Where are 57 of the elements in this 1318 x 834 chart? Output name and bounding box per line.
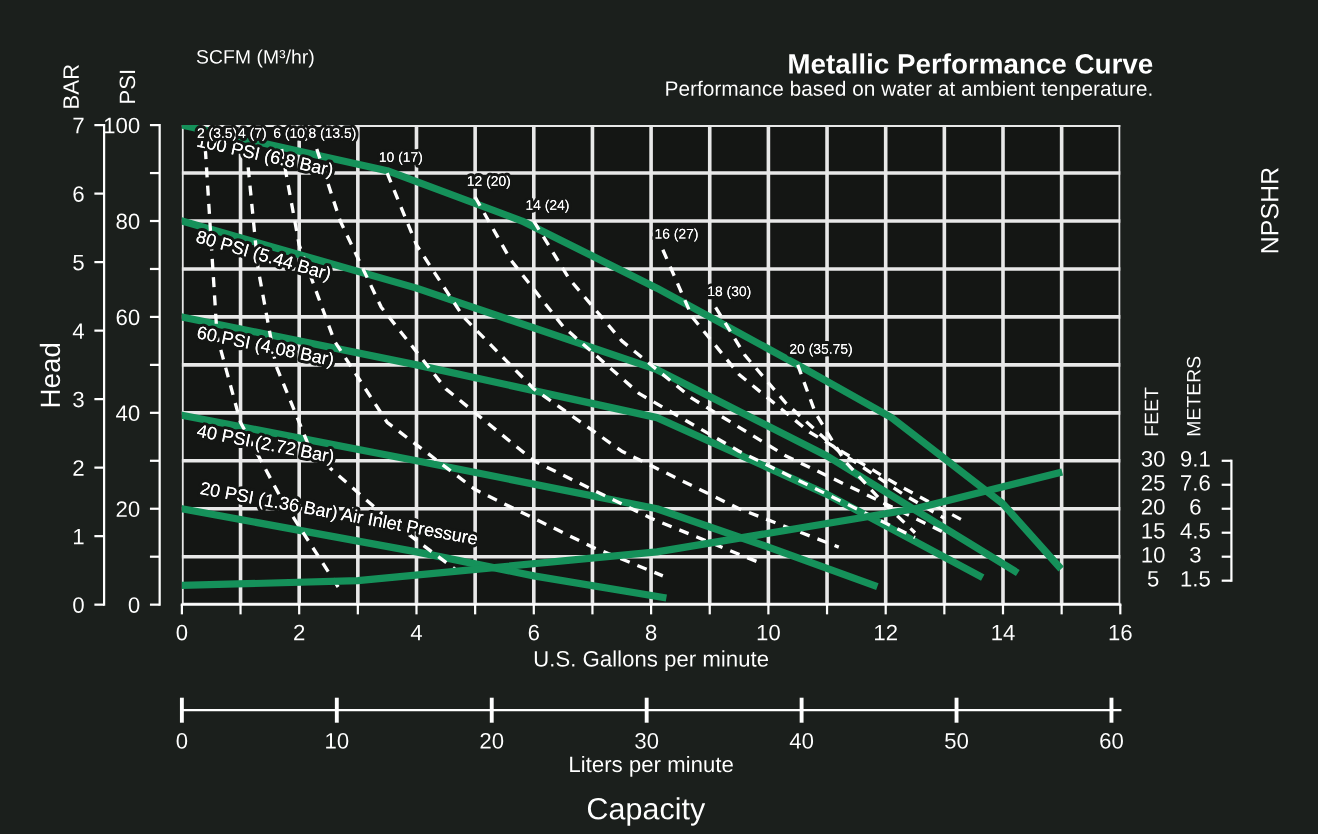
- x-tick-label: 16: [1109, 624, 1132, 641]
- x-tick-label: 6: [528, 624, 539, 641]
- x-tick-label: 0: [176, 624, 188, 641]
- x2-axis-title: Liters per minute: [570, 755, 733, 777]
- x-tick-label: 12: [875, 624, 897, 641]
- y3-tick-label: 15: [1142, 523, 1165, 539]
- text: Capacity: [587, 797, 706, 826]
- y2-tick-label: 4: [72, 323, 85, 339]
- text: METERS: [1186, 356, 1201, 436]
- y-tick-label: 100: [104, 117, 140, 134]
- y3-tick-label: 25: [1141, 474, 1165, 491]
- text: 7.6: [1181, 474, 1210, 491]
- x2-tick-label: 20: [480, 733, 504, 749]
- y3-tick-label: 10: [1142, 546, 1165, 563]
- x2-tick-label: 10: [326, 733, 349, 749]
- text: 40 PSI (2.72 Bar): [195, 423, 335, 467]
- y3-tick-label: 20: [1141, 498, 1165, 515]
- y2-tick-label: 0: [73, 597, 84, 613]
- y2-axis-title: BAR: [63, 64, 79, 108]
- y-tick-label: 0: [128, 597, 140, 613]
- y-tick-label: 20: [116, 501, 140, 518]
- text: 4.5: [1180, 523, 1210, 539]
- y-tick-label: 60: [116, 309, 140, 326]
- text: SCFM (M³/hr): [196, 49, 314, 68]
- y2-tick-label: 6: [73, 186, 84, 202]
- x-axis-title: U.S. Gallons per minute: [534, 650, 769, 672]
- text: 6: [1190, 498, 1201, 515]
- x-tick-label: 4: [410, 624, 423, 641]
- x-tick-label: 10: [757, 624, 780, 641]
- chart-subtitle: Performance based on water at ambient tenperature.: [666, 80, 1152, 101]
- x-tick-label: 14: [992, 624, 1015, 641]
- text: 60 PSI (4.08 Bar): [196, 325, 335, 370]
- x2-tick-label: 0: [176, 733, 188, 749]
- x-tick-label: 8: [645, 624, 657, 641]
- text: 1.5: [1181, 571, 1210, 587]
- text: 3: [1190, 546, 1201, 563]
- y3-tick-label: 5: [1147, 571, 1159, 587]
- x2-tick-label: 40: [789, 733, 814, 749]
- chart-title: Metallic Performance Curve: [789, 53, 1153, 74]
- x2-tick-label: 60: [1100, 733, 1123, 749]
- x2-tick-label: 30: [635, 733, 659, 749]
- y2-tick-label: 2: [73, 460, 84, 476]
- text: 80 PSI (5.44 Bar): [194, 229, 332, 284]
- y2-tick-label: 3: [73, 391, 84, 408]
- text: NPSHR: [1260, 167, 1279, 253]
- x-tick-label: 2: [294, 624, 305, 641]
- y2-tick-label: 1: [74, 528, 84, 545]
- x2-tick-label: 50: [945, 733, 969, 749]
- y-tick-label: 80: [116, 213, 140, 230]
- y3-axis-title: FEET: [1144, 387, 1159, 436]
- y2-tick-label: 7: [73, 117, 84, 134]
- text: Head: [39, 343, 61, 407]
- y2-tick-label: 5: [73, 254, 84, 271]
- y-axis-title: PSI: [119, 70, 136, 103]
- text: 9.1: [1180, 451, 1210, 467]
- y3-tick-label: 30: [1141, 451, 1165, 467]
- y-tick-label: 40: [116, 405, 140, 422]
